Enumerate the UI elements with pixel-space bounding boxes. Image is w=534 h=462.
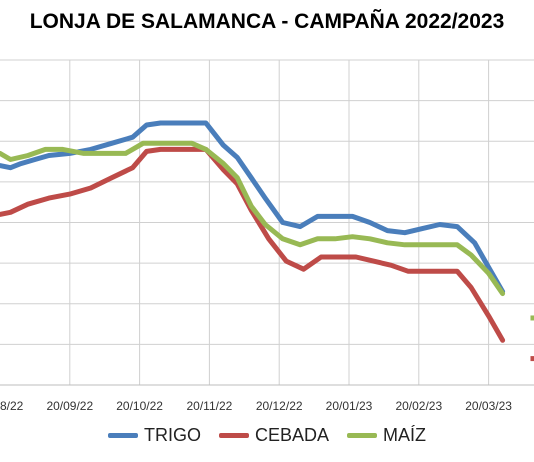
legend-item-maiz: MAÍZ	[347, 425, 426, 446]
legend-label-cebada: CEBADA	[254, 425, 330, 445]
x-tick-label: 20/03/23	[465, 399, 512, 413]
legend-swatch-cebada	[218, 433, 249, 438]
x-tick-label: 20/12/22	[256, 399, 303, 413]
legend-swatch-trigo	[107, 433, 138, 438]
x-tick-label: 20/11/22	[186, 399, 232, 413]
legend-label-trigo: TRIGO	[143, 425, 201, 445]
chart-legend: TRIGO CEBADA MAÍZ	[0, 425, 534, 446]
chart-title: LONJA DE SALAMANCA - CAMPAÑA 2022/2023	[29, 10, 505, 33]
series-line-maíz	[0, 140, 506, 297]
legend-swatch-maiz	[347, 433, 378, 438]
x-tick-label: 20/08/22	[0, 399, 24, 413]
legend-item-trigo: TRIGO	[107, 425, 201, 446]
x-tick-label: 20/10/22	[116, 399, 163, 413]
x-tick-label: 20/02/23	[395, 399, 442, 413]
x-tick-label: 20/01/23	[326, 399, 373, 413]
legend-item-cebada: CEBADA	[218, 425, 330, 446]
legend-label-maiz: MAÍZ	[383, 425, 427, 445]
x-tick-label: 20/09/22	[46, 399, 93, 413]
